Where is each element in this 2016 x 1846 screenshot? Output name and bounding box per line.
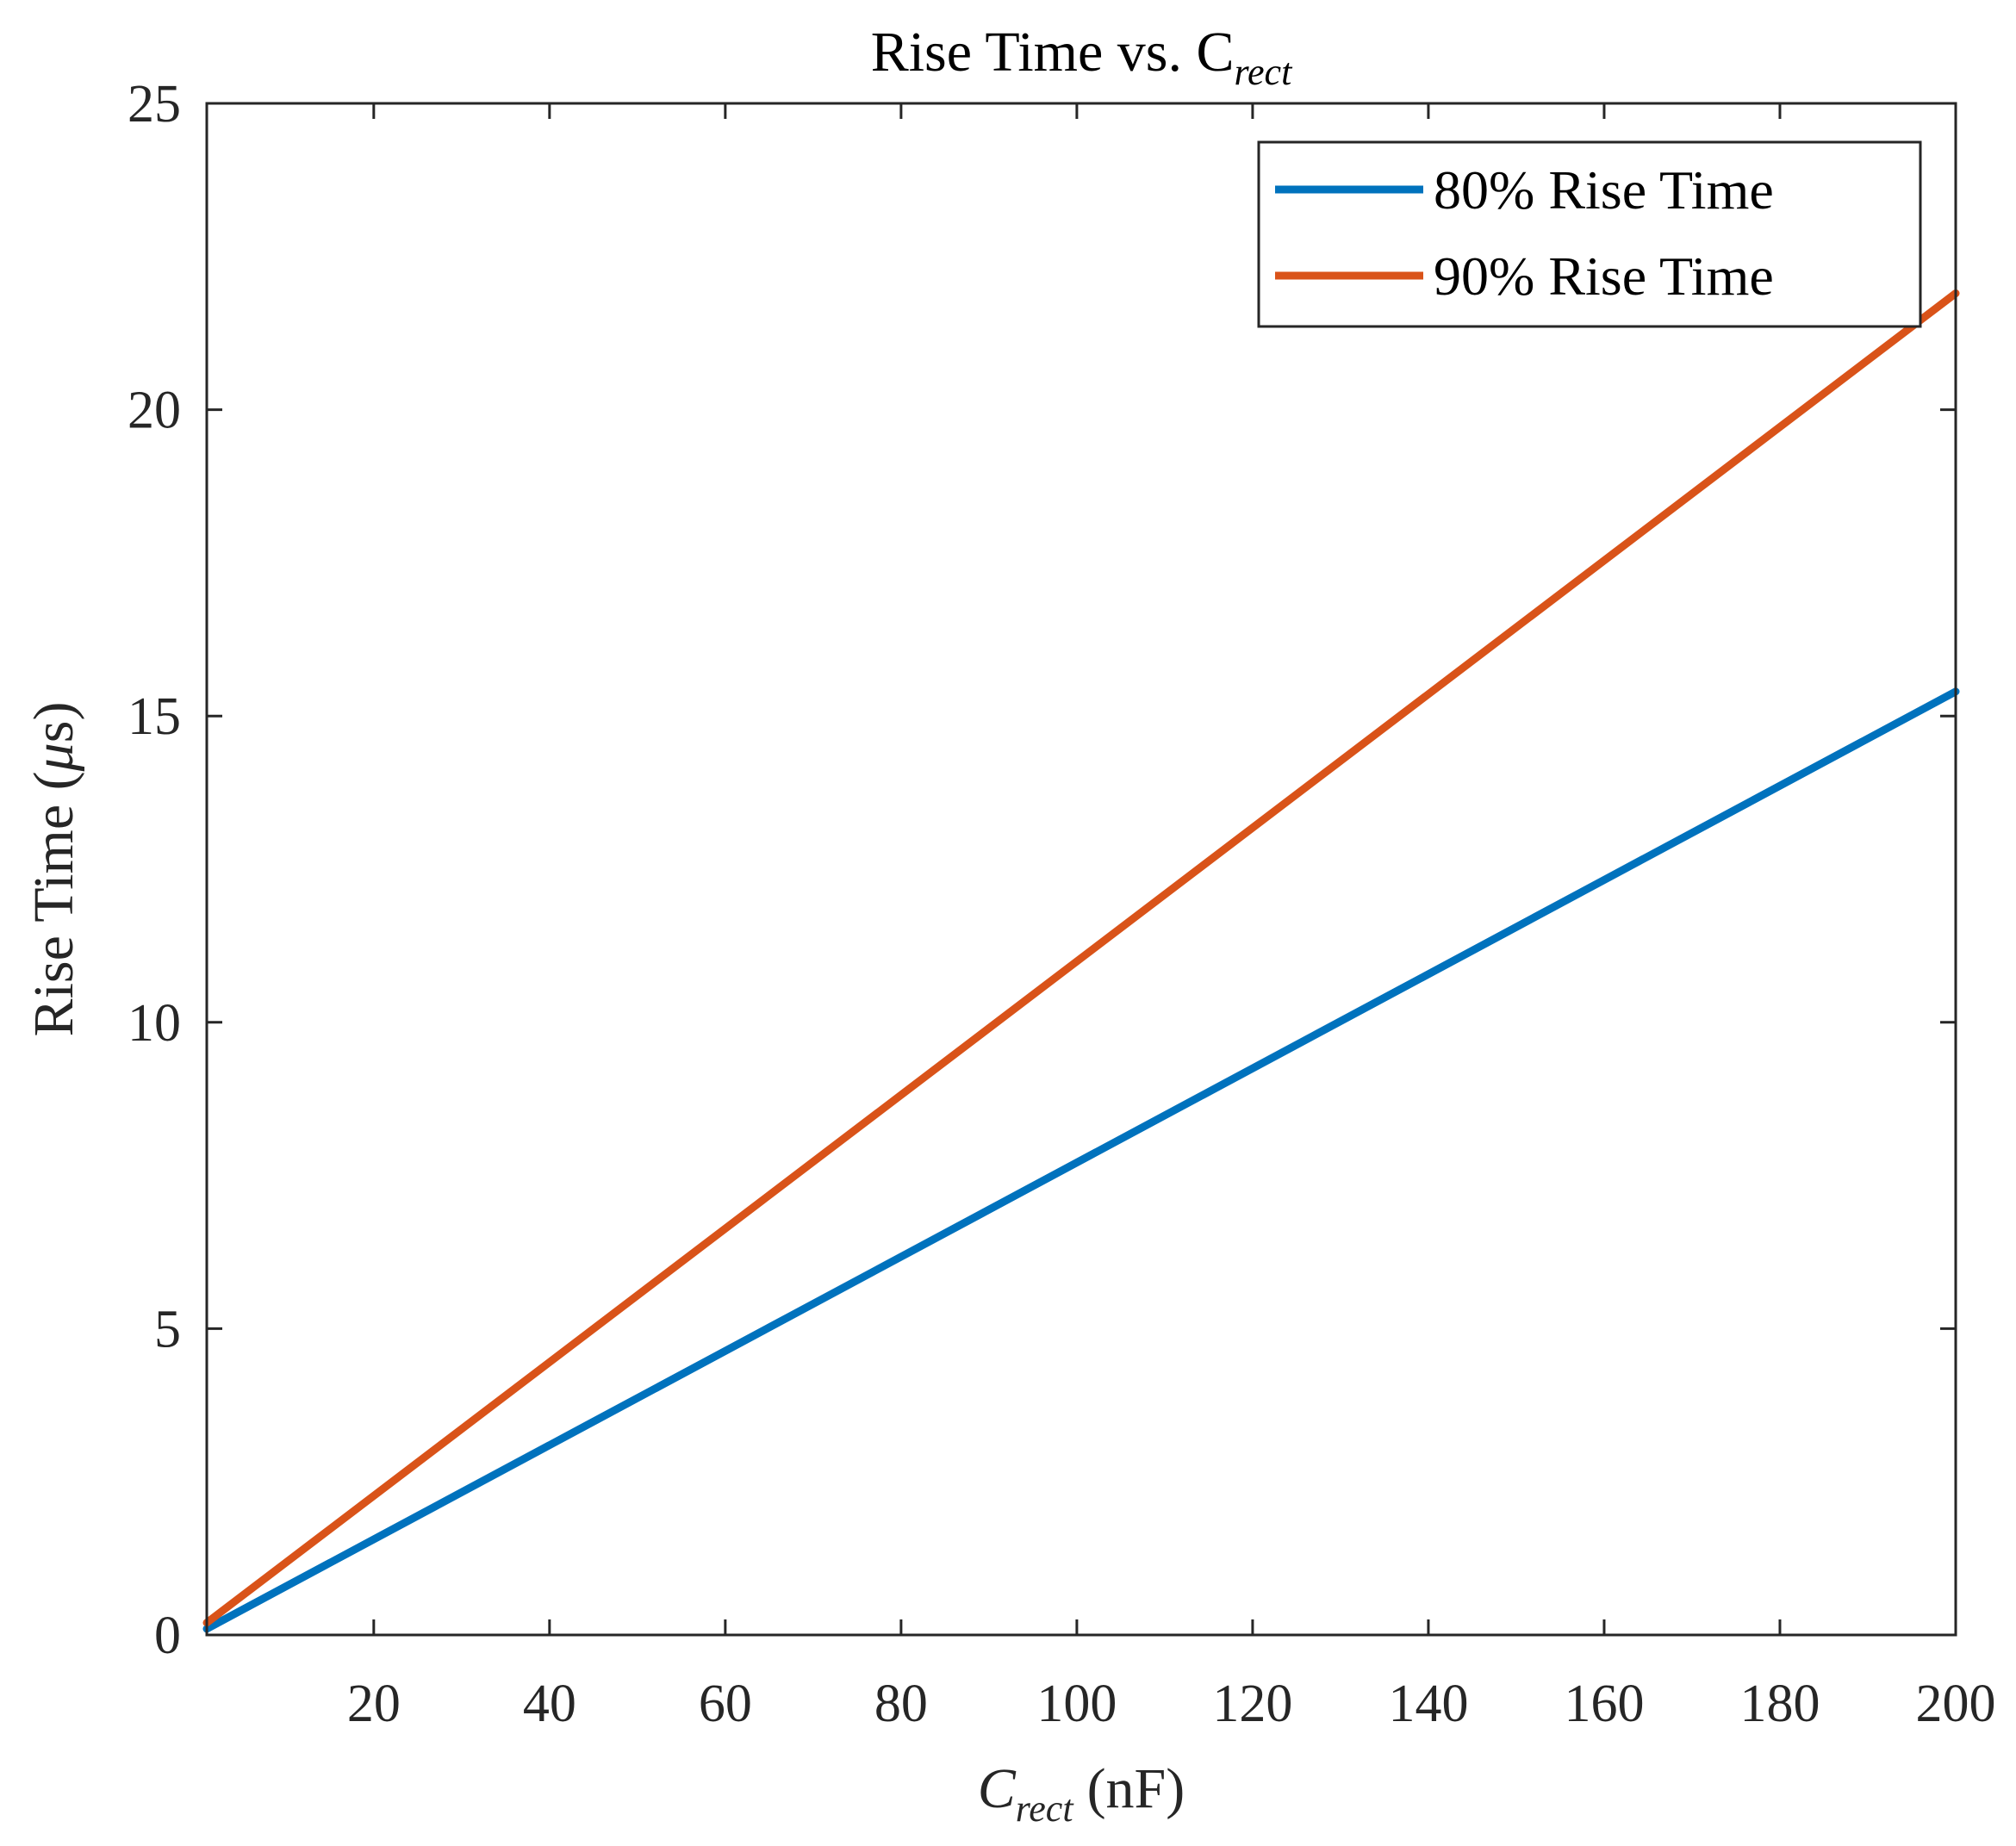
x-tick-label: 120 xyxy=(1212,1675,1292,1733)
x-tick-label: 20 xyxy=(347,1675,401,1733)
legend-label-90: 90% Rise Time xyxy=(1434,246,1774,307)
legend-label-80: 80% Rise Time xyxy=(1434,159,1774,221)
y-tick-label: 15 xyxy=(128,687,181,746)
y-tick-label: 0 xyxy=(154,1607,181,1665)
chart-title: Rise Time vs. Crect xyxy=(871,21,1293,93)
x-axis-ticks: 20 40 60 80 100 120 140 160 180 200 xyxy=(347,103,1996,1733)
legend-box xyxy=(1257,140,1922,328)
x-tick-label: 100 xyxy=(1036,1675,1117,1733)
y-tick-label: 5 xyxy=(154,1300,181,1358)
x-axis-label: Crect (nF) xyxy=(978,1757,1185,1830)
y-axis-label: Rise Time (μs) xyxy=(22,702,85,1037)
x-tick-label: 160 xyxy=(1564,1675,1644,1733)
y-tick-label: 20 xyxy=(128,382,181,440)
x-tick-label: 180 xyxy=(1739,1675,1820,1733)
y-tick-label: 25 xyxy=(128,75,181,134)
plot-area-frame xyxy=(205,102,1957,1637)
series-line-90 xyxy=(202,289,1960,1627)
series-line-80 xyxy=(202,687,1960,1633)
series-group xyxy=(202,289,1960,1633)
y-tick-label: 10 xyxy=(128,994,181,1053)
legend: 80% Rise Time 90% Rise Time xyxy=(1257,140,1922,328)
x-tick-label: 140 xyxy=(1388,1675,1468,1733)
y-axis-ticks: 0 5 10 15 20 25 xyxy=(128,75,1956,1665)
x-tick-label: 40 xyxy=(523,1675,576,1733)
x-tick-label: 80 xyxy=(874,1675,928,1733)
x-tick-label: 60 xyxy=(699,1675,752,1733)
x-tick-label: 200 xyxy=(1916,1675,1996,1733)
